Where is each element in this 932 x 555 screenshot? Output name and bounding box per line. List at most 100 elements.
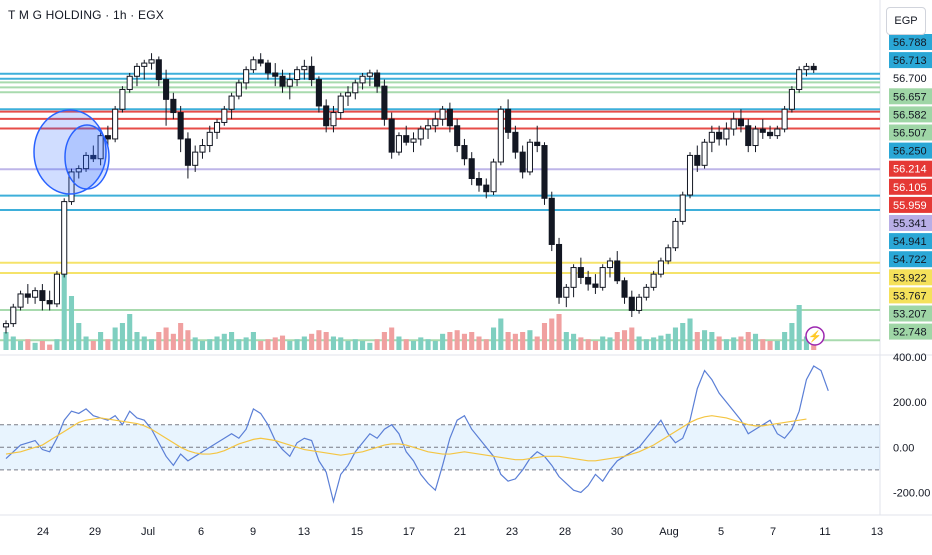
currency-selector[interactable]: EGP — [886, 7, 926, 35]
candle-body — [577, 267, 584, 278]
candle-body — [475, 178, 483, 186]
price-label: 53.767 — [893, 290, 927, 302]
volume-bar — [396, 336, 402, 350]
price-label-bg — [889, 160, 932, 177]
volume-bar — [512, 333, 518, 350]
price-label: 54.941 — [893, 236, 927, 248]
volume-bar — [629, 327, 635, 350]
volume-bar — [127, 314, 133, 350]
volume-bar — [447, 332, 453, 350]
volume-bar — [621, 330, 628, 350]
candle-body — [570, 267, 577, 288]
volume-bar — [461, 333, 467, 350]
price-label-bg — [889, 323, 932, 340]
volume-bar — [680, 323, 686, 350]
price-label: 56.105 — [893, 182, 927, 194]
volume-bar — [250, 332, 256, 350]
volume-bar — [527, 330, 533, 350]
candle-body — [24, 293, 31, 298]
candle-body — [788, 88, 795, 110]
symbol-title[interactable]: T M G HOLDING · 1h · EGX — [8, 8, 164, 22]
volume-bar — [163, 327, 169, 350]
time-tick-label: 23 — [506, 526, 518, 538]
volume-bar — [585, 339, 591, 350]
candle-body — [177, 112, 184, 140]
volume-bar — [83, 336, 89, 350]
candle-body — [61, 201, 68, 275]
candle-body — [90, 154, 97, 160]
price-label-bg — [889, 233, 932, 250]
price-label-bg — [889, 269, 932, 286]
candle-body — [774, 128, 781, 137]
volume-bar — [345, 341, 351, 350]
candle-body — [53, 273, 60, 305]
candle-body — [10, 306, 17, 325]
volume-bar — [134, 332, 140, 350]
candle-body — [468, 158, 475, 180]
candle-body — [657, 260, 664, 275]
price-label: 54.722 — [893, 254, 927, 266]
volume-bar — [199, 341, 206, 350]
candle-body — [75, 168, 82, 173]
candle-body — [737, 118, 745, 127]
volume-bar — [410, 341, 417, 350]
volume-bar — [534, 336, 540, 350]
price-label: 56.507 — [893, 128, 927, 140]
candle-body — [155, 59, 162, 81]
volume-bar — [440, 333, 446, 350]
volume-bar — [672, 327, 679, 350]
candle-body — [374, 72, 381, 87]
time-tick-label: 6 — [198, 526, 204, 538]
price-label-bg — [889, 88, 932, 105]
volume-bar — [338, 337, 344, 350]
volume-bar — [294, 339, 300, 350]
volume-bar — [418, 337, 424, 350]
candle-body — [745, 125, 752, 147]
candle-body — [461, 145, 468, 160]
time-tick-label: Aug — [659, 526, 679, 538]
candle-body — [454, 125, 461, 147]
candle-body — [716, 131, 723, 140]
candle-body — [512, 131, 519, 153]
candle-body — [112, 108, 119, 140]
indicator-axis-label: 0.00 — [893, 442, 914, 454]
volume-bar — [61, 269, 67, 350]
volume-bar — [738, 336, 744, 350]
volume-bar — [301, 336, 307, 350]
candle-body — [555, 243, 563, 298]
volume-bar — [76, 323, 82, 350]
candle-body — [810, 65, 817, 71]
candle-body — [213, 121, 221, 133]
time-tick-label: Jul — [141, 526, 155, 538]
time-tick-label: 17 — [403, 526, 415, 538]
volume-bar — [323, 332, 329, 350]
price-label-bg — [889, 215, 932, 231]
candle-body — [708, 131, 715, 143]
volume-bar — [403, 339, 409, 350]
candle-body — [163, 79, 170, 100]
candle-body — [32, 290, 39, 298]
candle-body — [439, 108, 446, 120]
price-label-bg — [889, 142, 932, 159]
volume-bar — [498, 318, 504, 350]
price-label: 56.713 — [893, 55, 927, 67]
volume-bar — [98, 332, 104, 350]
candle-body — [599, 267, 606, 288]
candle-body — [694, 154, 701, 166]
candle-body — [636, 296, 643, 311]
candle-body — [243, 69, 250, 84]
cci-line — [5, 365, 829, 504]
volume-bar — [571, 333, 577, 350]
volume-bar — [112, 327, 118, 350]
time-tick-label: 28 — [559, 526, 571, 538]
volume-bar — [54, 339, 60, 350]
overlay-shapes: ⚡ — [33, 109, 825, 346]
candle-body — [628, 296, 635, 311]
candle-body — [250, 59, 257, 71]
volume-bar — [214, 336, 220, 350]
volume-bar — [221, 333, 227, 350]
candle-body — [781, 108, 788, 130]
candle-body — [534, 141, 541, 147]
